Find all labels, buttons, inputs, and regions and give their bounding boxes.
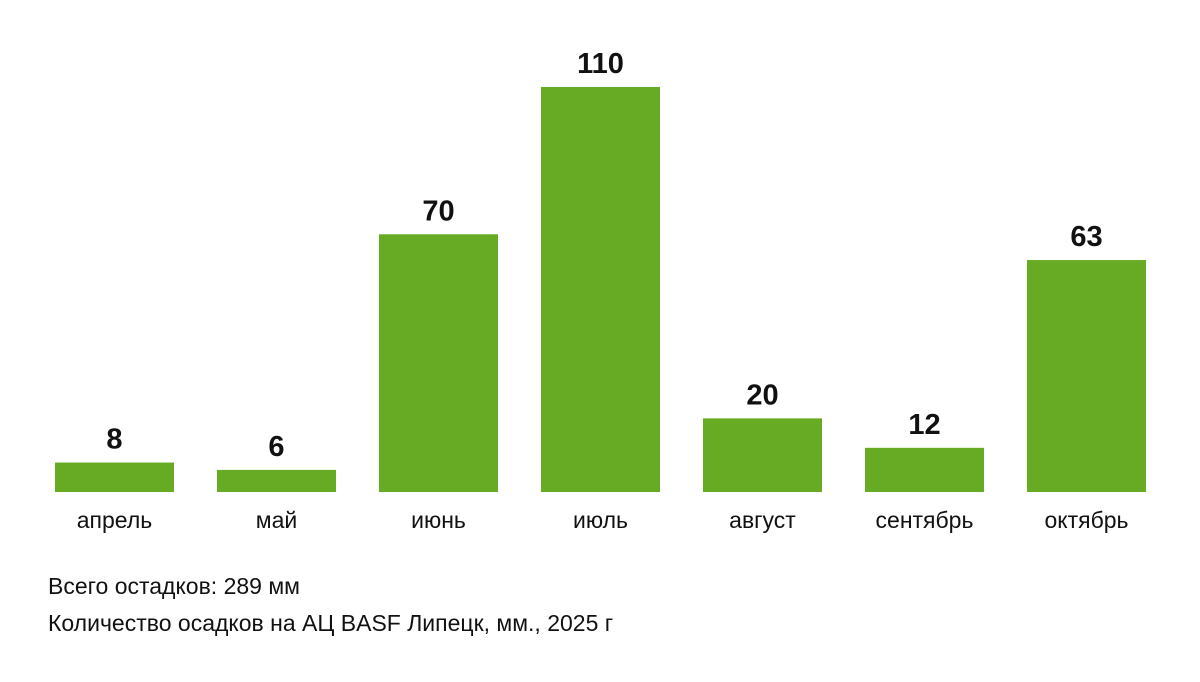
x-tick-label-0: апрель [77,507,152,533]
x-tick-label-4: август [729,507,796,533]
bar-2 [379,234,498,493]
value-labels-group: 8 6 70 110 20 12 63 [106,48,1102,463]
bar-1 [217,469,336,492]
bar-value-label-1: 6 [268,431,284,463]
bar-value-label-2: 70 [422,195,454,227]
bar-6 [1027,260,1146,492]
precipitation-bar-chart: 8 6 70 110 20 12 63 апрель май июнь июль август сен… [55,48,1146,533]
bars-group [55,87,1146,493]
x-tick-labels-group: апрель май июнь июль август сентябрь октябрь [77,507,1129,533]
x-tick-label-3: июль [573,507,628,533]
bar-value-label-0: 8 [106,424,122,456]
bar-value-label-3: 110 [577,48,624,80]
bar-value-label-6: 63 [1070,221,1102,253]
x-tick-label-1: май [256,507,297,533]
bar-value-label-4: 20 [746,379,778,411]
bar-5 [865,447,984,492]
bar-4 [703,418,822,492]
bar-value-label-5: 12 [908,409,940,441]
x-tick-label-6: октябрь [1044,507,1128,533]
bar-0 [55,462,174,492]
total-precipitation-text: Всего остадков: 289 мм [48,573,300,599]
chart-caption: Количество осадков на АЦ BASF Липецк, мм… [48,610,614,636]
x-tick-label-2: июнь [411,507,466,533]
x-tick-label-5: сентябрь [876,507,974,533]
bar-3 [541,87,660,492]
